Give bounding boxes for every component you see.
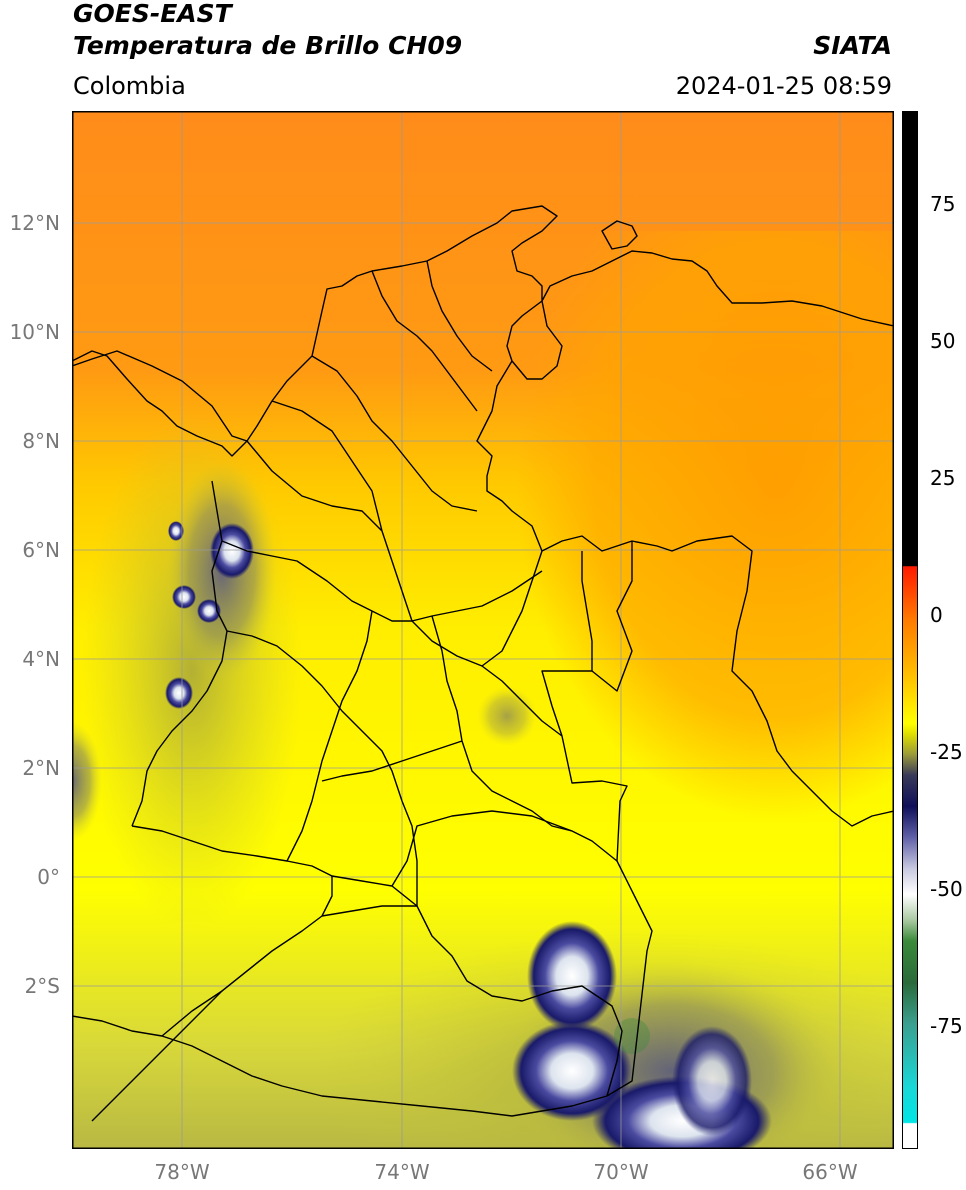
department-line	[226, 630, 418, 906]
department-line	[411, 620, 563, 737]
convective-cell	[197, 599, 221, 623]
department-line	[391, 810, 573, 887]
department-line	[426, 260, 493, 372]
department-line	[371, 270, 478, 412]
lat-label-8n: 8°N	[22, 429, 60, 453]
convection-edge	[72, 721, 102, 841]
southern-cell-main	[512, 1021, 632, 1121]
convection-central	[477, 686, 537, 746]
region-label: Colombia	[73, 72, 186, 100]
department-line	[91, 950, 273, 1122]
lon-label-70w: 70°W	[593, 1160, 649, 1184]
satellite-map	[72, 111, 894, 1149]
department-line	[246, 440, 413, 622]
southern-cell-north	[527, 921, 617, 1031]
colombia-southern-border	[131, 825, 623, 1097]
colombia-venezuela-border	[476, 360, 894, 827]
colorbar-tick-50: 50	[930, 329, 956, 353]
southern-cell-east	[672, 1026, 752, 1136]
borders	[72, 205, 894, 1122]
brazil-border	[541, 541, 653, 1097]
lat-label-6n: 6°N	[22, 538, 60, 562]
convective-cell	[168, 521, 184, 541]
department-line	[271, 400, 383, 532]
colorbar-tick-neg75: -75	[930, 1014, 963, 1038]
department-line	[581, 551, 593, 671]
caribbean-coastline	[72, 205, 894, 442]
colorbar-tick-0: 0	[930, 603, 943, 627]
datetime-label: 2024-01-25 08:59	[675, 72, 892, 100]
ecuador-peru-border	[72, 1015, 608, 1117]
department-line	[221, 540, 543, 622]
graticule	[72, 111, 894, 1149]
convective-cell	[172, 585, 196, 609]
colorbar	[902, 111, 918, 1149]
map-frame	[72, 111, 894, 1149]
lat-label-10n: 10°N	[9, 320, 60, 344]
department-line	[311, 355, 478, 512]
colorbar-tick-neg50: -50	[930, 877, 963, 901]
lat-label-4n: 4°N	[22, 647, 60, 671]
panama-coast	[72, 350, 248, 457]
coldest-core	[614, 1018, 650, 1054]
department-line	[321, 740, 463, 782]
colorbar-tick-25: 25	[930, 466, 956, 490]
colorbar-tick-75: 75	[930, 192, 956, 216]
department-line	[286, 610, 373, 862]
department-line	[481, 550, 543, 667]
lat-label-0: 0°	[37, 865, 60, 889]
lat-label-2n: 2°N	[22, 756, 60, 780]
guajira-peninsula	[601, 220, 638, 250]
lat-label-2s: 2°S	[24, 974, 60, 998]
lon-label-66w: 66°W	[802, 1160, 858, 1184]
agency-label: SIATA	[813, 31, 892, 60]
pacific-coastline	[131, 480, 228, 827]
convective-cell	[165, 677, 193, 709]
warm-region-east	[422, 231, 894, 851]
department-line	[321, 905, 417, 917]
lon-label-74w: 74°W	[374, 1160, 430, 1184]
colorbar-tick-neg25: -25	[930, 740, 963, 764]
lat-label-12n: 12°N	[9, 211, 60, 235]
product-title-line1: GOES-EAST	[73, 0, 232, 28]
lon-label-78w: 78°W	[154, 1160, 210, 1184]
product-title-line2: Temperatura de Brillo CH09	[73, 31, 463, 60]
